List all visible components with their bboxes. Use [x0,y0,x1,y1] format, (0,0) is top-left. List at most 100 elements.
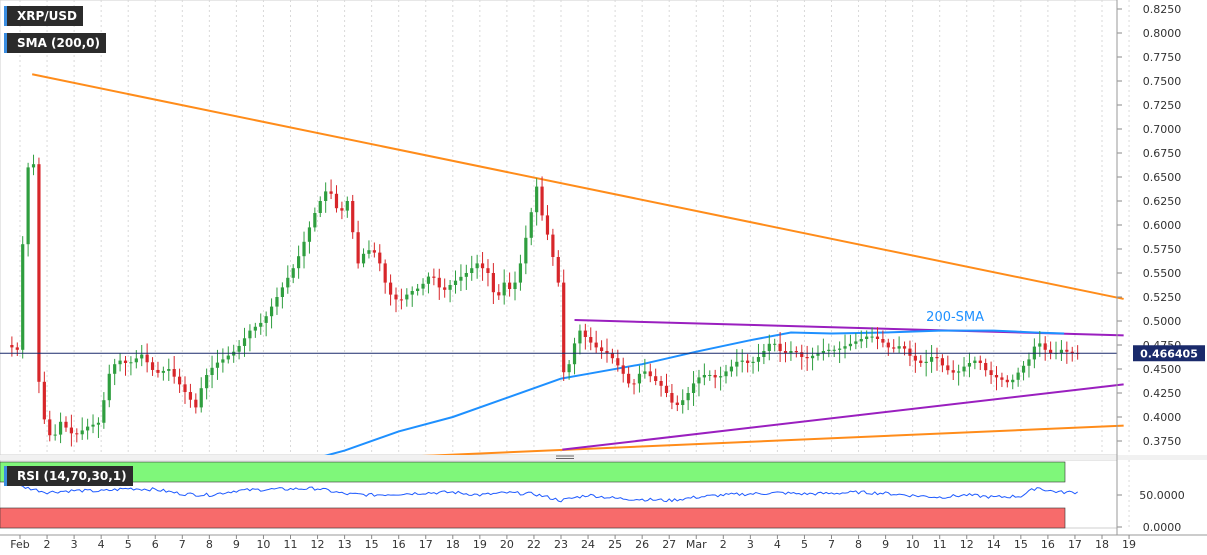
candle-body [627,373,631,384]
candle-body [10,345,14,348]
price-y-tick-label: 0.6000 [1143,219,1182,232]
x-tick-label: 18 [446,538,460,551]
x-tick-label: 10 [906,538,920,551]
candle-body [1021,365,1026,373]
candle-body [605,351,609,354]
candle-body [410,291,414,295]
candle-body [21,244,25,350]
x-tick-label: 8 [855,538,862,551]
candle-body [464,273,468,277]
candle-body [426,276,431,284]
x-tick-label: 16 [392,538,406,551]
candle-body [80,430,84,435]
x-tick-label: 2 [44,538,51,551]
candle-body [502,282,506,296]
candle-body [816,353,820,356]
x-tick-label: 22 [527,538,541,551]
rsi-indicator-tag[interactable]: RSI (14,70,30,1) [4,466,133,486]
candle-body [935,357,939,359]
candle-body [31,164,36,168]
candle-body [913,355,917,361]
candle-body [897,346,901,349]
rsi-oversold-band [0,507,1066,529]
candle-body [172,369,176,377]
rsi-y-tick-label: 50.0000 [1139,489,1185,502]
candle-body [513,282,517,289]
candle-body [529,212,533,238]
sma-indicator-tag[interactable]: SMA (200,0) [4,33,106,53]
price-y-tick-label: 0.8250 [1143,3,1182,16]
candle-body [37,164,41,382]
candle-body [892,347,896,349]
candle-body [264,316,268,323]
candle-body [102,400,106,423]
candle-body [269,306,274,317]
sma-indicator-label: SMA (200,0) [17,36,100,50]
candle-body [929,357,934,362]
candle-body [773,343,777,345]
candle-body [838,348,842,350]
rsi-overbought-band [0,461,1066,483]
candle-body [1043,343,1047,350]
x-tick-label: 26 [635,538,649,551]
symbol-tag[interactable]: XRP/USD [4,6,84,26]
candle-body [48,419,52,436]
candle-body [919,360,923,363]
candle-body [648,371,652,377]
price-y-tick-label: 0.7750 [1143,51,1182,64]
current-price-box [1133,345,1205,362]
candle-body [881,339,885,343]
candle-body [859,339,863,342]
x-tick-label: 15 [365,538,379,551]
candle-body [643,371,647,374]
candle-body [675,402,679,405]
candle-body [946,365,950,371]
candle-body [1070,351,1074,353]
candle-body [535,186,539,213]
candle-body [794,351,798,353]
candle-body [297,256,301,269]
candle-body [832,349,836,351]
candle-body [437,277,441,288]
candle-body [697,377,701,384]
candle-body [123,360,128,363]
candle-body [518,263,523,283]
x-tick-label: 9 [233,538,240,551]
candle-body [1059,349,1064,353]
candle-body [286,277,290,288]
candle-body [762,351,766,357]
x-tick-label: 8 [206,538,213,551]
x-tick-label: 17 [1068,538,1082,551]
candle-body [654,376,658,381]
candle-body [810,355,815,359]
candle-body [1005,379,1009,383]
candle-body [751,361,755,363]
candle-body [616,358,620,366]
price-y-tick-label: 0.6750 [1143,147,1182,160]
x-tick-label: 16 [1041,538,1055,551]
x-tick-label: 5 [801,538,808,551]
candle-body [215,362,220,368]
candle-body [989,370,993,375]
candle-body [372,250,376,253]
candle-body [58,421,63,435]
candle-body [140,354,144,359]
candle-body [1065,349,1069,352]
x-tick-label: 3 [71,538,78,551]
candle-body [843,346,847,349]
candle-body [378,252,382,264]
candle-body [324,191,328,201]
candle-body [161,370,165,373]
candle-body [188,392,193,400]
candle-body [908,348,912,356]
candle-body [778,343,782,351]
candle-body [767,343,771,351]
price-y-tick-label: 0.6250 [1143,195,1182,208]
candle-body [724,371,728,377]
candle-body [957,371,961,373]
candle-body [740,360,744,362]
candle-body [291,268,295,278]
candle-body [459,276,463,281]
price-pane [0,0,1118,456]
candle-body [394,294,398,300]
